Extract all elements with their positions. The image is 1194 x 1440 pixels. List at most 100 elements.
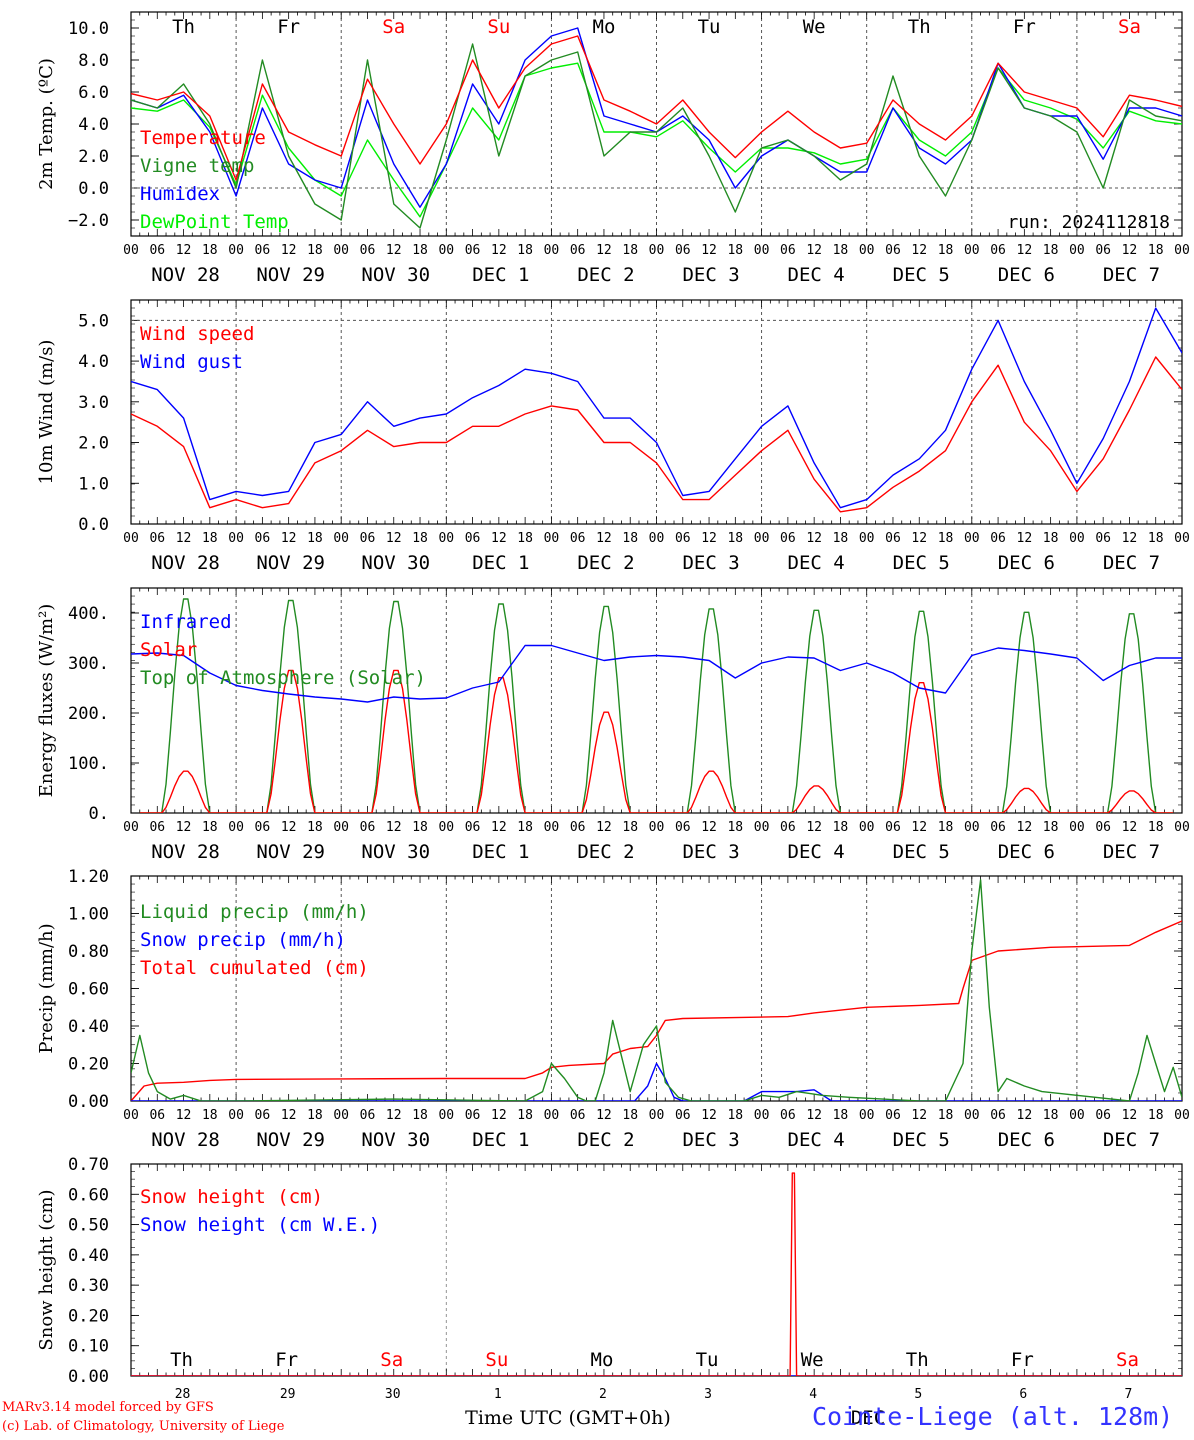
hour-label: 12 <box>1017 820 1033 835</box>
weekday-label: Fr <box>1011 1349 1034 1371</box>
hour-label: 00 <box>964 820 980 835</box>
hour-label: 06 <box>990 1108 1006 1123</box>
hour-label: 18 <box>622 531 638 546</box>
date-label: DEC 5 <box>893 552 950 574</box>
hour-label: 06 <box>360 243 376 258</box>
date-label: DEC 2 <box>577 552 634 574</box>
hour-label: 18 <box>412 1108 428 1123</box>
date-label: NOV 28 <box>151 841 220 863</box>
day-number-label: 2 <box>599 1387 607 1402</box>
weekday-label: Mo <box>593 16 616 38</box>
hour-label: 06 <box>780 820 796 835</box>
hour-label: 18 <box>1043 243 1059 258</box>
hour-label: 06 <box>570 531 586 546</box>
hour-label: 18 <box>307 1108 323 1123</box>
date-label: NOV 29 <box>256 264 325 286</box>
hour-label: 00 <box>754 243 770 258</box>
series-line-top-of-atmosphere-solar- <box>139 598 1174 813</box>
lab-credit: (c) Lab. of Climatology, University of L… <box>2 1419 285 1434</box>
legend-entry: Snow height (cm) <box>140 1186 323 1208</box>
y-axis-label: 10m Wind (m/s) <box>36 340 57 485</box>
chart-panel-4: 0.00 0.20 0.40 0.60 0.80 1.00 1.20 Precip (mm/h… <box>36 867 1190 1151</box>
hour-label: 06 <box>675 820 691 835</box>
y-tick-label: 0.70 <box>68 1155 109 1175</box>
hour-label: 12 <box>1017 531 1033 546</box>
y-tick-label: 4.0 <box>78 352 109 372</box>
date-label: DEC 2 <box>577 264 634 286</box>
hour-label: 00 <box>438 531 454 546</box>
series-line-infrared <box>131 644 1182 703</box>
weekday-label: Tu <box>698 16 721 38</box>
date-label: DEC 7 <box>1103 1129 1160 1151</box>
date-label: DEC 7 <box>1103 841 1160 863</box>
day-number-label: 30 <box>385 1387 401 1402</box>
y-tick-label: 0.0 <box>78 515 109 535</box>
date-label: DEC 3 <box>682 1129 739 1151</box>
hour-label: 00 <box>754 820 770 835</box>
weekday-label: Sa <box>382 16 405 38</box>
hour-label: 12 <box>281 1108 297 1123</box>
y-tick-label: 0.00 <box>68 1367 109 1387</box>
hour-label: 12 <box>281 531 297 546</box>
hour-label: 00 <box>228 1108 244 1123</box>
hour-label: 12 <box>701 1108 717 1123</box>
hour-label: 18 <box>833 243 849 258</box>
hour-label: 18 <box>517 1108 533 1123</box>
hour-label: 06 <box>990 820 1006 835</box>
hour-label: 12 <box>1017 1108 1033 1123</box>
hour-label: 12 <box>701 531 717 546</box>
hour-label: 06 <box>255 531 271 546</box>
day-number-label: 7 <box>1125 1387 1133 1402</box>
date-label: NOV 30 <box>361 841 430 863</box>
hour-label: 06 <box>360 531 376 546</box>
hour-label: 12 <box>806 531 822 546</box>
hour-label: 06 <box>465 531 481 546</box>
month-label: DEC <box>851 1407 885 1429</box>
hour-label: 12 <box>176 820 192 835</box>
hour-label: 18 <box>727 820 743 835</box>
hour-label: 18 <box>202 820 218 835</box>
legend-entry: Liquid precip (mm/h) <box>140 901 369 923</box>
y-tick-label: 0.10 <box>68 1337 109 1357</box>
hour-label: 00 <box>649 531 665 546</box>
date-label: NOV 29 <box>256 841 325 863</box>
date-label: NOV 28 <box>151 1129 220 1151</box>
hour-label: 18 <box>727 243 743 258</box>
hour-label: 12 <box>281 243 297 258</box>
hour-label: 00 <box>544 531 560 546</box>
hour-label: 06 <box>360 1108 376 1123</box>
hour-label: 06 <box>1095 820 1111 835</box>
hour-label: 06 <box>1095 531 1111 546</box>
hour-label: 00 <box>228 243 244 258</box>
hour-label: 06 <box>675 531 691 546</box>
hour-label: 18 <box>622 243 638 258</box>
hour-label: 12 <box>911 531 927 546</box>
y-tick-label: 0.50 <box>68 1216 109 1236</box>
hour-label: 18 <box>1148 1108 1164 1123</box>
series-line-temperature <box>131 35 1182 181</box>
hour-label: 12 <box>386 531 402 546</box>
hour-label: 18 <box>307 531 323 546</box>
weekday-label: We <box>801 1349 824 1371</box>
hour-label: 00 <box>1069 820 1085 835</box>
legend-entry: Top of Atmosphere (Solar) <box>140 667 426 689</box>
legend-entry: Temperature <box>140 127 266 149</box>
weekday-label: Sa <box>1116 1349 1139 1371</box>
hour-label: 12 <box>701 820 717 835</box>
y-tick-label: 0.00 <box>68 1092 109 1112</box>
hour-label: 18 <box>1043 531 1059 546</box>
hour-label: 00 <box>438 1108 454 1123</box>
hour-label: 18 <box>622 820 638 835</box>
hour-label: 12 <box>911 820 927 835</box>
weekday-label: Fr <box>275 1349 298 1371</box>
hour-label: 00 <box>438 243 454 258</box>
y-tick-label: 0.20 <box>68 1055 109 1075</box>
chart-panel-3: 0. 100. 200. 300. 400. Energy fluxes (W/m²) In… <box>36 587 1190 863</box>
hour-label: 18 <box>1148 531 1164 546</box>
hour-label: 12 <box>1122 1108 1138 1123</box>
y-tick-label: 0.40 <box>68 1246 109 1266</box>
chart-panel-1: −2.0 0.0 2.0 4.0 6.0 8.0 10.0 2m Temp. (ºC) Temp… <box>36 11 1190 286</box>
hour-label: 18 <box>833 531 849 546</box>
date-label: NOV 30 <box>361 552 430 574</box>
